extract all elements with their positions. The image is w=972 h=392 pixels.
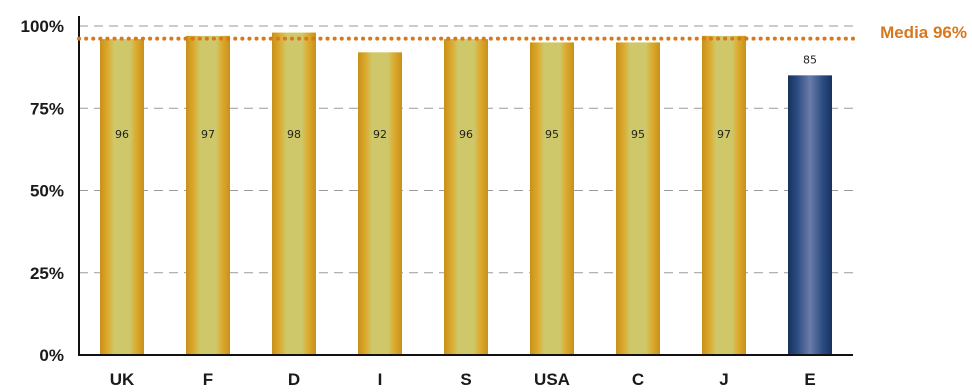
- x-tick-label: J: [719, 370, 728, 389]
- bar-e: [788, 75, 832, 355]
- y-tick-label: 100%: [21, 17, 64, 36]
- bar-d: [272, 32, 316, 356]
- bar-value-label: 92: [373, 128, 387, 141]
- bar-value-label: 98: [287, 128, 301, 141]
- bar-usa: [530, 42, 574, 355]
- bar-uk: [100, 39, 144, 355]
- x-tick-label: F: [203, 370, 213, 389]
- x-tick-label: C: [632, 370, 644, 389]
- x-tick-label: D: [288, 370, 300, 389]
- average-line-group: Media 96%: [77, 23, 967, 42]
- x-tick-label: E: [804, 370, 815, 389]
- bar-value-label: 95: [631, 128, 645, 141]
- x-tick-label: USA: [534, 370, 570, 389]
- y-tick-label: 75%: [30, 99, 64, 118]
- bar-c: [616, 42, 660, 355]
- bar-s: [444, 39, 488, 355]
- axes: [78, 16, 853, 356]
- bar-value-label: 95: [545, 128, 559, 141]
- bars: 96 97 98 92 96 95 95 97 85: [100, 32, 832, 356]
- bar-value-label: 85: [803, 53, 817, 66]
- average-label: Media 96%: [880, 23, 967, 42]
- y-tick-label: 50%: [30, 182, 64, 201]
- x-tick-labels: UK F D I S USA C J E: [110, 370, 816, 389]
- bar-value-label: 96: [115, 128, 129, 141]
- y-tick-label: 0%: [39, 346, 64, 365]
- bar-j: [702, 35, 746, 356]
- bar-value-label: 96: [459, 128, 473, 141]
- bar-value-label: 97: [717, 128, 731, 141]
- x-tick-label: S: [460, 370, 471, 389]
- x-tick-label: I: [378, 370, 383, 389]
- bar-i: [358, 52, 402, 355]
- x-tick-label: UK: [110, 370, 135, 389]
- bar-f: [186, 35, 230, 356]
- bar-value-label: 97: [201, 128, 215, 141]
- y-tick-labels: 0% 25% 50% 75% 100%: [21, 17, 64, 365]
- y-tick-label: 25%: [30, 264, 64, 283]
